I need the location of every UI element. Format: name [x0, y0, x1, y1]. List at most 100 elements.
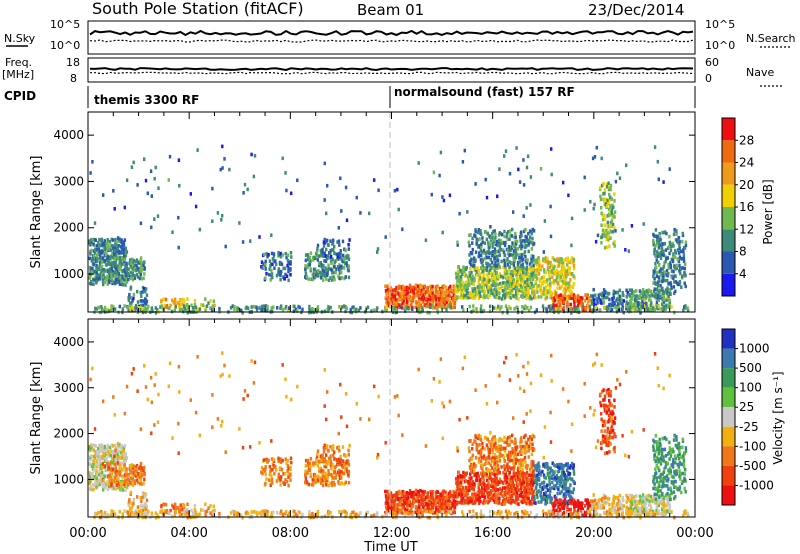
power-cell — [539, 285, 542, 290]
power-cell — [657, 304, 661, 309]
power-cell — [671, 259, 675, 264]
velocity-cell — [432, 504, 435, 508]
velocity-cell — [459, 474, 463, 478]
power-cell — [560, 284, 563, 289]
power-cell — [109, 248, 113, 252]
power-cell — [372, 308, 376, 313]
velocity-cell — [316, 463, 319, 468]
velocity-cell — [114, 482, 117, 486]
power-cell — [144, 178, 148, 183]
velocity-cell — [334, 464, 337, 469]
power-cell — [609, 306, 612, 311]
power-cell — [652, 274, 655, 279]
velocity-cell — [481, 442, 484, 446]
power-cell — [528, 277, 531, 281]
power-cell — [91, 160, 94, 164]
velocity-cell — [461, 474, 464, 479]
power-cell — [401, 227, 404, 232]
power-cell — [524, 227, 527, 232]
power-cell — [305, 275, 309, 279]
power-cell — [562, 273, 565, 278]
velocity-cell — [507, 450, 511, 455]
power-cell — [304, 258, 307, 263]
power-cell — [525, 296, 528, 301]
power-cell — [109, 269, 112, 274]
power-cell — [264, 304, 268, 308]
velocity-cell — [512, 463, 516, 468]
power-cell — [118, 264, 122, 269]
power-cell — [288, 306, 291, 310]
power-cell — [534, 296, 537, 300]
power-cell — [469, 291, 472, 295]
velocity-cell — [482, 492, 486, 496]
velocity-cell — [488, 447, 492, 452]
velocity-cell — [461, 501, 464, 505]
power-cell — [590, 299, 594, 303]
power-cell — [616, 297, 620, 302]
power-cell — [537, 295, 540, 299]
power-cell — [120, 262, 124, 266]
power-cell — [124, 246, 128, 251]
power-cell — [101, 243, 104, 248]
velocity-cell — [474, 435, 477, 439]
power-cell — [564, 284, 568, 289]
velocity-cell — [394, 496, 398, 500]
power-cell — [609, 213, 612, 217]
power-cell — [610, 307, 614, 312]
frequency-panel: Freq. [MHz] 18 8 60 0 Nave — [2, 56, 782, 87]
power-cell — [103, 269, 106, 273]
velocity-cell — [523, 499, 527, 504]
velocity-cell — [107, 445, 110, 450]
velocity-cell — [456, 489, 460, 493]
power-cell — [112, 189, 115, 193]
power-cell — [420, 297, 423, 301]
power-cell — [216, 211, 220, 215]
power-heatmap-cells — [88, 144, 690, 315]
velocity-cell — [520, 486, 523, 490]
power-cell — [326, 307, 329, 312]
velocity-cell — [340, 460, 343, 464]
power-cell — [532, 257, 535, 262]
power-cell — [562, 180, 565, 185]
velocity-cell — [506, 454, 510, 458]
velocity-cell — [473, 482, 476, 486]
power-cell — [96, 243, 99, 248]
power-cell — [656, 254, 659, 259]
velocity-cell — [118, 455, 121, 459]
power-cell — [659, 273, 662, 278]
power-cell — [272, 258, 275, 262]
power-cell — [289, 250, 293, 255]
velocity-cell — [523, 472, 527, 476]
power-cell — [270, 233, 273, 237]
power-cell — [441, 305, 444, 309]
velocity-cell — [483, 447, 487, 451]
velocity-cell — [109, 453, 113, 458]
velocity-cell — [459, 487, 462, 492]
power-cell — [399, 294, 402, 299]
power-cell — [511, 282, 514, 287]
power-cell — [462, 291, 465, 296]
power-cell — [650, 300, 653, 305]
power-cell — [270, 306, 273, 310]
velocity-cell — [446, 502, 449, 506]
power-cell — [470, 294, 473, 298]
power-cell — [568, 260, 572, 265]
velocity-cell — [436, 495, 439, 499]
power-cell — [553, 296, 556, 300]
power-cell — [503, 292, 506, 297]
power-cell — [675, 266, 679, 270]
power-cell — [433, 293, 436, 298]
velocity-cell — [491, 455, 495, 460]
power-cell — [523, 294, 527, 299]
velocity-cell — [435, 507, 438, 512]
power-cell — [656, 306, 659, 310]
power-cell — [605, 237, 608, 242]
power-cell — [506, 279, 509, 284]
power-cell — [653, 307, 657, 312]
power-cell — [477, 280, 480, 285]
power-cell — [270, 251, 274, 256]
power-cell — [392, 306, 395, 311]
power-cell — [185, 307, 188, 312]
velocity-cell — [327, 472, 330, 477]
power-cell — [394, 298, 398, 302]
